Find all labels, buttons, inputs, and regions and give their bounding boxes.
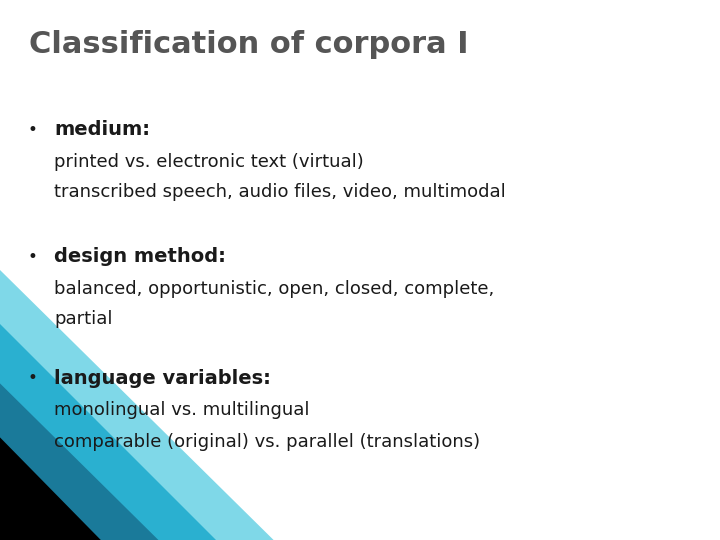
Text: •: •	[27, 120, 37, 139]
Polygon shape	[0, 437, 101, 540]
Text: partial: partial	[54, 309, 112, 328]
Text: •: •	[27, 247, 37, 266]
Polygon shape	[0, 324, 216, 540]
Text: Classification of corpora I: Classification of corpora I	[29, 30, 469, 59]
Text: printed vs. electronic text (virtual): printed vs. electronic text (virtual)	[54, 153, 364, 171]
Text: design method:: design method:	[54, 247, 226, 266]
Text: comparable (original) vs. parallel (translations): comparable (original) vs. parallel (tran…	[54, 433, 480, 451]
Text: balanced, opportunistic, open, closed, complete,: balanced, opportunistic, open, closed, c…	[54, 280, 494, 298]
Text: language variables:: language variables:	[54, 368, 271, 388]
Text: •: •	[27, 369, 37, 387]
Polygon shape	[0, 383, 158, 540]
Text: medium:: medium:	[54, 120, 150, 139]
Text: monolingual vs. multilingual: monolingual vs. multilingual	[54, 401, 310, 420]
Text: transcribed speech, audio files, video, multimodal: transcribed speech, audio files, video, …	[54, 183, 505, 201]
Polygon shape	[0, 270, 274, 540]
